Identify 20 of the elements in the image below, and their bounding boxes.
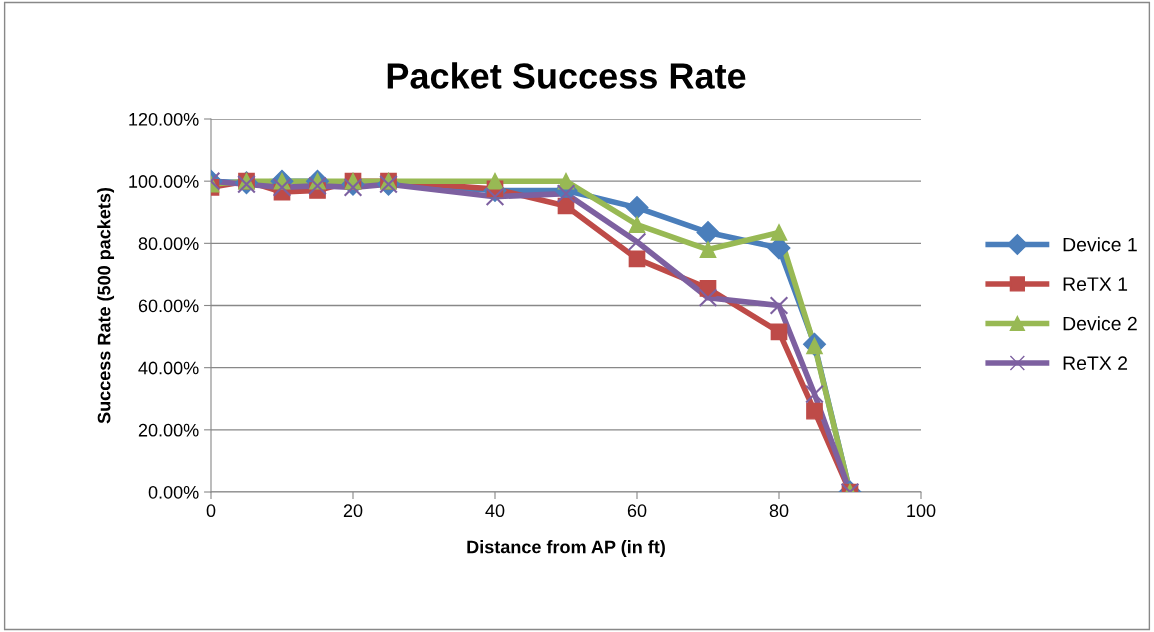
y-tick-label: 120.00% — [129, 112, 199, 126]
legend-label: ReTX 2 — [1063, 356, 1128, 370]
chart-title: Packet Success Rate — [387, 62, 746, 89]
x-tick-label: 40 — [485, 504, 505, 518]
y-tick-label: 100.00% — [129, 175, 199, 188]
y-tick-label: 80.00% — [138, 237, 199, 251]
legend-label: Device 1 — [1063, 237, 1137, 252]
y-tick-label: 60.00% — [138, 299, 199, 313]
x-tick-label: 20 — [343, 504, 363, 518]
y-tick-label: 20.00% — [138, 423, 199, 437]
x-tick-label: 60 — [627, 504, 647, 518]
y-tick-label: 0.00% — [148, 485, 199, 499]
x-tick-label: 100 — [907, 504, 936, 518]
legend-label: ReTX 1 — [1063, 277, 1128, 291]
y-axis-title: Success Rate (500 packets) — [97, 187, 115, 424]
legend-label: Device 2 — [1063, 316, 1137, 331]
x-tick-label: 0 — [206, 504, 216, 518]
x-axis-title: Distance from AP (in ft) — [467, 540, 665, 557]
x-tick-label: 80 — [769, 504, 789, 518]
y-tick-label: 40.00% — [138, 361, 199, 375]
